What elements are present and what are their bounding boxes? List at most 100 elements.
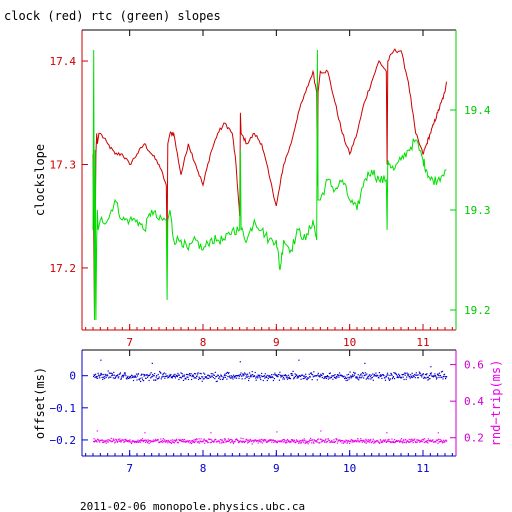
data-point <box>195 438 197 440</box>
data-point <box>403 439 405 441</box>
data-point <box>435 376 437 378</box>
data-point <box>380 440 382 442</box>
data-point <box>97 372 99 374</box>
data-point <box>137 373 140 375</box>
data-point <box>368 440 370 442</box>
data-point <box>211 375 213 377</box>
data-point <box>319 375 321 377</box>
data-point <box>287 439 289 441</box>
data-point <box>298 442 300 444</box>
data-point <box>285 442 287 444</box>
data-point <box>310 372 312 374</box>
data-point <box>94 376 96 379</box>
data-point <box>332 441 335 443</box>
data-point <box>148 374 150 377</box>
data-point <box>432 376 434 378</box>
data-point <box>437 373 439 375</box>
data-point <box>284 375 286 377</box>
data-point <box>420 440 422 442</box>
data-point <box>140 380 142 383</box>
data-point <box>241 441 243 444</box>
data-point <box>107 441 109 443</box>
data-point <box>114 377 116 379</box>
data-point <box>406 440 408 442</box>
data-point <box>415 441 417 443</box>
data-point <box>162 374 164 376</box>
data-point <box>424 376 426 379</box>
data-point <box>214 378 216 380</box>
data-point <box>384 379 387 381</box>
data-point <box>283 378 286 380</box>
data-point <box>94 440 96 442</box>
data-point <box>254 371 256 374</box>
data-point <box>325 376 327 378</box>
data-point <box>297 375 299 377</box>
data-point <box>126 378 128 380</box>
y-axis-label: clockslope <box>33 144 47 216</box>
data-point <box>351 375 353 377</box>
data-point <box>422 373 424 375</box>
data-point <box>162 441 164 444</box>
data-point <box>258 375 260 377</box>
data-point <box>346 374 348 376</box>
data-point <box>260 441 262 443</box>
data-point <box>203 378 205 380</box>
data-point <box>258 376 260 378</box>
data-point <box>335 375 338 378</box>
data-point <box>302 374 304 376</box>
data-point <box>174 377 176 379</box>
data-point <box>333 376 336 379</box>
data-point <box>443 441 445 443</box>
data-point <box>345 376 347 378</box>
data-point <box>108 377 110 379</box>
data-point <box>201 380 203 382</box>
data-point <box>142 438 144 440</box>
data-point <box>246 376 248 378</box>
data-point <box>207 374 209 376</box>
data-point <box>306 441 308 443</box>
data-point <box>165 439 167 442</box>
data-point <box>421 440 423 443</box>
data-point <box>281 375 284 377</box>
y-tick-label-right: 0.2 <box>464 432 484 445</box>
data-point <box>361 441 363 443</box>
data-point <box>441 442 444 444</box>
data-point <box>306 379 308 381</box>
data-point <box>200 440 202 442</box>
data-point <box>260 375 262 377</box>
data-point <box>267 439 269 441</box>
data-point <box>379 439 381 441</box>
data-point <box>416 374 418 376</box>
data-point <box>363 439 365 441</box>
data-point <box>135 440 137 443</box>
data-point <box>147 442 149 444</box>
data-point <box>94 441 96 443</box>
data-point <box>112 374 114 376</box>
data-point <box>222 441 224 443</box>
data-point <box>218 440 220 443</box>
data-point <box>205 376 207 379</box>
data-point <box>96 441 98 443</box>
data-point <box>157 378 159 380</box>
data-point <box>220 375 222 377</box>
data-point <box>184 441 187 443</box>
data-point <box>375 375 377 377</box>
data-point <box>438 441 441 443</box>
data-point <box>192 374 194 376</box>
data-point <box>316 441 318 443</box>
data-point <box>287 374 290 376</box>
data-point <box>238 375 241 377</box>
data-point <box>102 440 104 442</box>
data-point <box>198 438 200 440</box>
data-point <box>323 440 325 442</box>
data-point <box>120 441 122 443</box>
data-point <box>244 378 246 380</box>
data-point <box>149 439 151 442</box>
data-point <box>240 437 242 439</box>
data-point <box>325 438 327 440</box>
data-point <box>244 441 246 444</box>
data-point <box>202 376 204 378</box>
data-point <box>212 377 214 379</box>
data-point <box>160 372 162 374</box>
data-point <box>238 441 241 443</box>
